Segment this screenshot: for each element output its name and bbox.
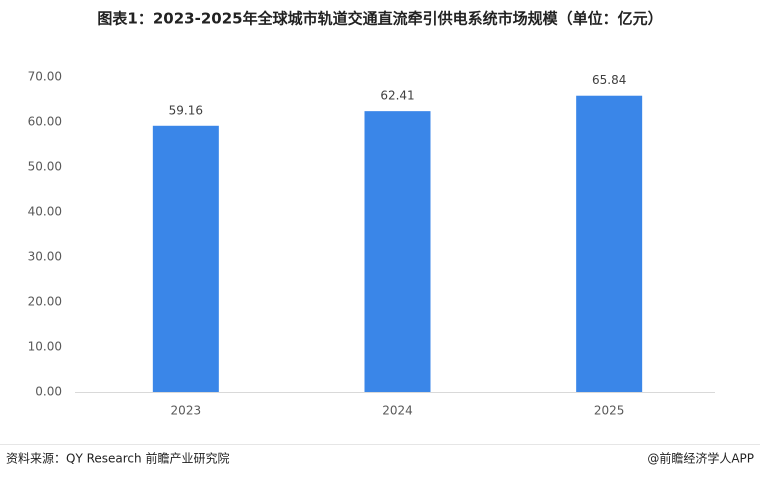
y-tick-label: 60.00 (28, 115, 62, 129)
x-tick-label: 2025 (594, 404, 625, 418)
chart-title: 图表1：2023-2025年全球城市轨道交通直流牵引供电系统市场规模（单位：亿元… (97, 10, 662, 28)
y-tick-label: 10.00 (28, 340, 62, 354)
x-tick-label: 2024 (382, 404, 413, 418)
y-tick-label: 70.00 (28, 70, 62, 84)
value-label: 59.16 (169, 103, 203, 117)
y-tick-label: 50.00 (28, 160, 62, 174)
value-label: 65.84 (592, 73, 626, 87)
y-tick-label: 40.00 (28, 205, 62, 219)
y-tick-label: 0.00 (35, 385, 62, 399)
y-tick-label: 30.00 (28, 250, 62, 264)
bar (152, 125, 219, 392)
credit-note: @前瞻经济学人APP (647, 451, 754, 466)
x-tick-label: 2023 (171, 404, 202, 418)
bar (364, 111, 431, 392)
y-tick-label: 20.00 (28, 295, 62, 309)
value-label: 62.41 (380, 89, 414, 103)
source-note: 资料来源：QY Research 前瞻产业研究院 (6, 451, 229, 466)
bar (576, 95, 643, 392)
